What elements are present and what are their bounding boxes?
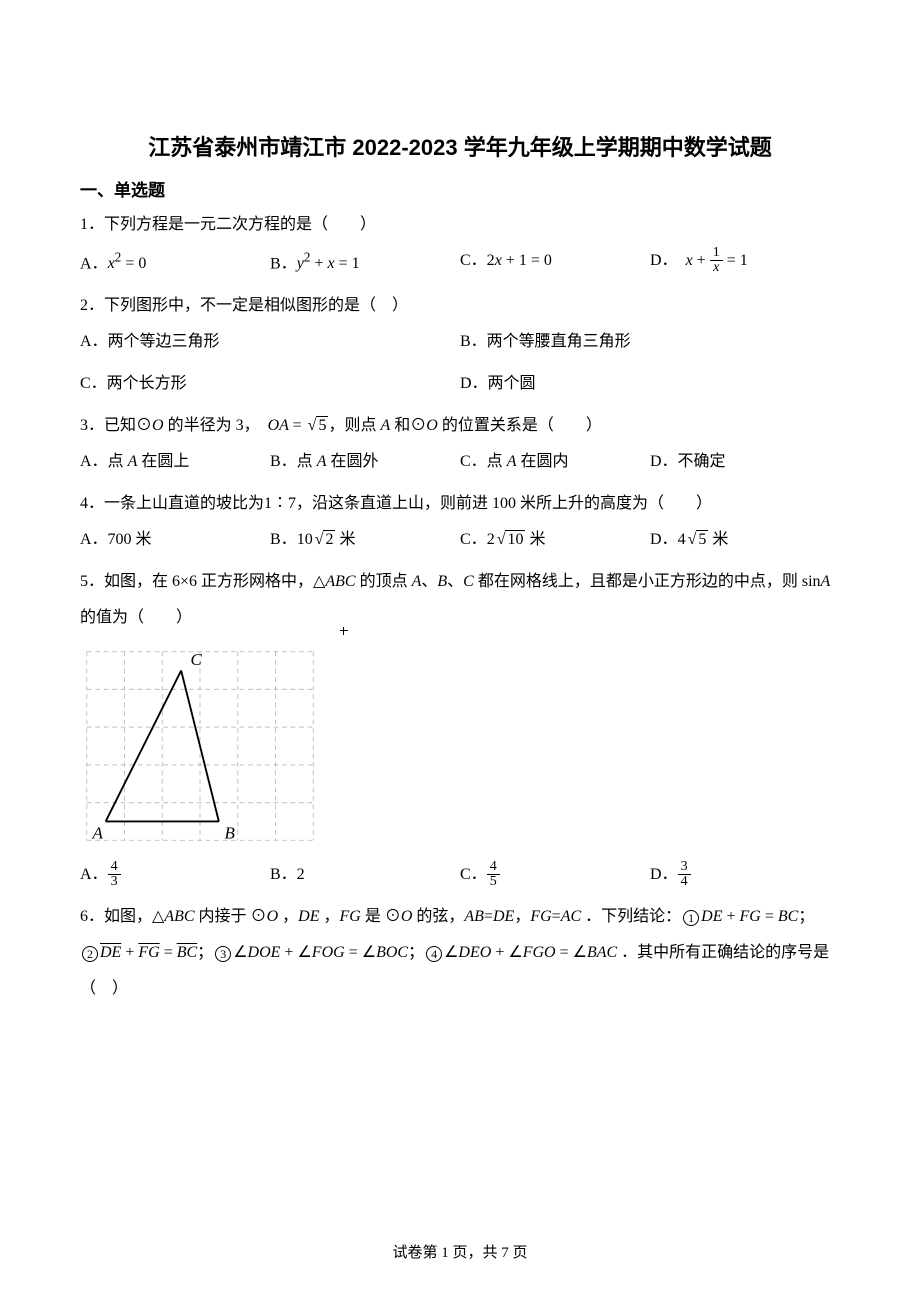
t: B．点 — [270, 453, 317, 470]
t: 、 — [447, 573, 463, 590]
q3-D: D．不确定 — [650, 446, 840, 478]
q6-stem-line2: 2DE + FG = BC；3∠DOE + ∠FOG = ∠BOC；4∠DEO … — [80, 937, 840, 969]
q5-figure: A B C — [80, 646, 320, 846]
t: ，则点 — [328, 417, 380, 434]
t: ， — [514, 908, 530, 925]
t: 米 — [708, 531, 728, 548]
q5-B: B．2 — [270, 859, 460, 891]
t: ， — [278, 908, 298, 925]
q6-stem: 6．如图，△ABC 内接于 ⊙O ，DE ，FG 是 ⊙O 的弦，AB=DE，F… — [80, 901, 840, 933]
q5-D: D．34 — [650, 859, 840, 891]
t: A． — [80, 866, 108, 883]
q5-options: A．43 B．2 C．45 D．34 — [80, 859, 840, 891]
page-footer: 试卷第 1 页，共 7 页 — [0, 1241, 920, 1262]
q3-C: C．点 A 在圆内 — [460, 446, 650, 478]
q2-options-r1: A．两个等边三角形 B．两个等腰直角三角形 — [80, 326, 840, 358]
section-heading: 一、单选题 — [80, 176, 840, 201]
q5-stem2: 的值为（ ） — [80, 602, 840, 634]
t: 5．如图，在 6×6 正方形网格中， — [80, 573, 313, 590]
t: ， — [319, 908, 339, 925]
t: 是 ⊙ — [361, 908, 401, 925]
center-mark-icon — [340, 627, 348, 635]
q4-stem: 4．一条上山直道的坡比为1∶7，沿这条直道上山，则前进 100 米所上升的高度为… — [80, 488, 840, 520]
q3-options: A．点 A 在圆上 B．点 A 在圆外 C．点 A 在圆内 D．不确定 — [80, 446, 840, 478]
t: 米 — [335, 531, 355, 548]
q5-A: A．43 — [80, 859, 270, 891]
t: 都在网格线上，且都是小正方形边的中点，则 sin — [474, 573, 821, 590]
q1-C-label: C．2 — [460, 252, 495, 269]
page-title: 江苏省泰州市靖江市 2022-2023 学年九年级上学期期中数学试题 — [80, 130, 840, 162]
q1-D-label: D． — [650, 252, 686, 269]
q1-C: C．2x + 1 = 0 — [460, 245, 650, 280]
q2-options-r2: C．两个长方形 D．两个圆 — [80, 368, 840, 400]
t: 3．已知⊙ — [80, 417, 152, 434]
q1-B: B．y2 + x = 1 — [270, 245, 460, 280]
t: 的顶点 — [356, 573, 412, 590]
svg-text:C: C — [191, 650, 203, 669]
t: 的位置关系是（ ） — [438, 417, 602, 434]
svg-text:A: A — [91, 824, 103, 843]
q1-D: D． x + 1x = 1 — [650, 245, 840, 280]
t: B． — [270, 531, 297, 548]
q2-C: C．两个长方形 — [80, 368, 460, 400]
q1-A: A．x2 = 0 — [80, 245, 270, 280]
t: ； — [408, 944, 424, 961]
t: 在圆上 — [137, 453, 189, 470]
q4-B: B．102 米 — [270, 524, 460, 556]
t: 和⊙ — [390, 417, 426, 434]
t: C．点 — [460, 453, 507, 470]
q3-stem: 3．已知⊙O 的半径为 3， OA = 5，则点 A 和⊙O 的位置关系是（ ） — [80, 410, 840, 442]
svg-text:B: B — [225, 824, 235, 843]
t: 在圆外 — [326, 453, 378, 470]
q1-stem: 1．下列方程是一元二次方程的是（ ） — [80, 209, 840, 241]
t: ； — [197, 944, 213, 961]
t: ．下列结论： — [581, 908, 681, 925]
q5-C: C．45 — [460, 859, 650, 891]
q3-A: A．点 A 在圆上 — [80, 446, 270, 478]
q3-B: B．点 A 在圆外 — [270, 446, 460, 478]
q4-D: D．45 米 — [650, 524, 840, 556]
t: ．其中所有正确结论的序号是 — [617, 944, 829, 961]
q2-D: D．两个圆 — [460, 368, 840, 400]
q2-stem: 2．下列图形中，不一定是相似图形的是（ ） — [80, 290, 840, 322]
q5-stem: 5．如图，在 6×6 正方形网格中，△ABC 的顶点 A、B、C 都在网格线上，… — [80, 566, 840, 598]
t: D． — [650, 866, 678, 883]
t: 的弦， — [412, 908, 464, 925]
q1-B-label: B． — [270, 255, 297, 272]
q2-B: B．两个等腰直角三角形 — [460, 326, 840, 358]
t: A．点 — [80, 453, 128, 470]
t: 、 — [421, 573, 437, 590]
q4-A: A．700 米 — [80, 524, 270, 556]
t: C． — [460, 531, 487, 548]
t: D． — [650, 531, 678, 548]
q2-A: A．两个等边三角形 — [80, 326, 460, 358]
q4-options: A．700 米 B．102 米 C．210 米 D．45 米 — [80, 524, 840, 556]
t: 6．如图， — [80, 908, 152, 925]
q4-C: C．210 米 — [460, 524, 650, 556]
t: C． — [460, 866, 487, 883]
t: ； — [798, 908, 814, 925]
q1-options: A．x2 = 0 B．y2 + x = 1 C．2x + 1 = 0 D． x … — [80, 245, 840, 280]
t: 米 — [525, 531, 545, 548]
q6-tail: （ ） — [80, 973, 840, 1005]
t: 在圆内 — [516, 453, 568, 470]
t: 的半径为 3， — [164, 417, 268, 434]
t: 内接于 ⊙ — [195, 908, 267, 925]
q1-A-label: A． — [80, 255, 108, 272]
